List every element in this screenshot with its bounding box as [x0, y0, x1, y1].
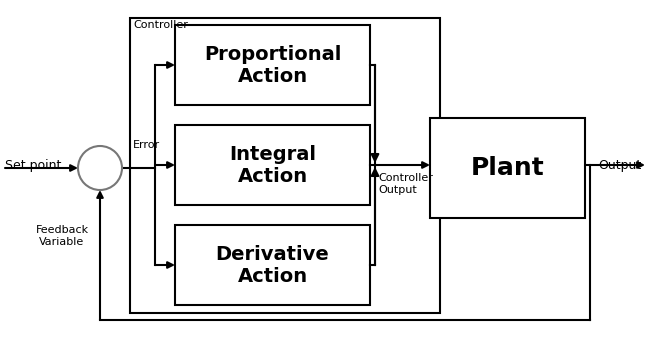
Text: Proportional
Action: Proportional Action	[204, 45, 341, 86]
Bar	[130, 18, 440, 313]
Text: Feedback
Variable: Feedback Variable	[36, 225, 88, 247]
Text: Controller
Output: Controller Output	[378, 173, 433, 195]
Circle shape	[78, 146, 122, 190]
Bar	[175, 25, 370, 105]
Text: Integral
Action: Integral Action	[229, 145, 316, 186]
Text: Set point: Set point	[5, 159, 61, 171]
Text: Controller: Controller	[133, 20, 188, 30]
Bar	[430, 118, 585, 218]
Bar	[175, 225, 370, 305]
Bar	[175, 125, 370, 205]
Text: Error: Error	[133, 140, 160, 150]
Text: Output: Output	[598, 159, 642, 171]
Text: Plant: Plant	[471, 156, 545, 180]
Text: Derivative
Action: Derivative Action	[216, 244, 330, 286]
